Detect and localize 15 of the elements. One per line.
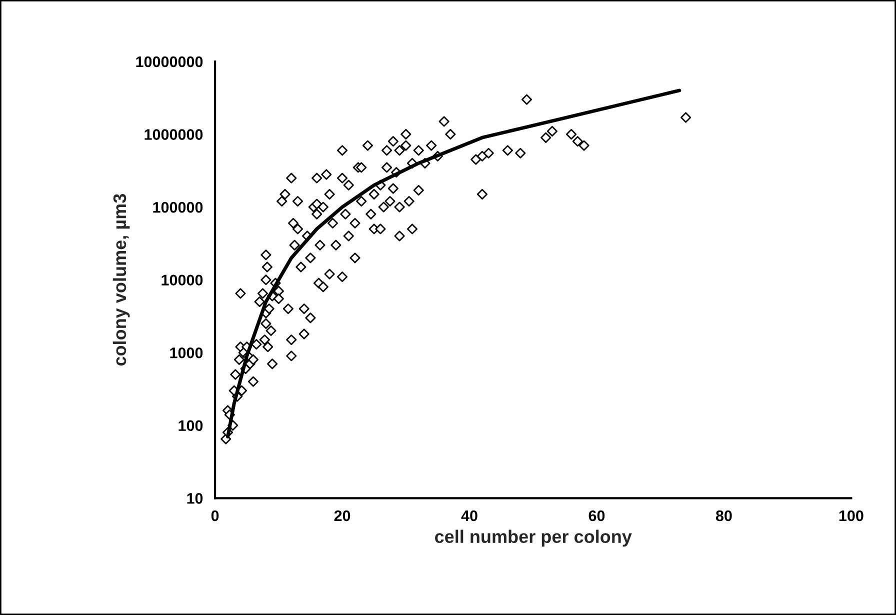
- y-tick-label: 10000: [162, 274, 203, 286]
- y-tick-label: 10000000: [136, 56, 203, 68]
- y-tick-label: 1000000: [144, 129, 203, 140]
- x-tick-label: 60: [588, 510, 605, 522]
- y-tick-label: 1000: [170, 347, 203, 358]
- x-tick-label: 40: [461, 510, 478, 522]
- x-tick-label: 20: [334, 510, 350, 522]
- x-tick-label: 80: [716, 510, 732, 522]
- y-tick-label: 10: [187, 493, 203, 504]
- y-tick-label: 100000: [153, 202, 203, 213]
- x-tick-label: 0: [211, 510, 219, 522]
- y-axis-title: colony volume, µm3: [112, 194, 130, 366]
- x-tick-label: 100: [839, 510, 864, 522]
- y-tick-label: 100: [178, 420, 203, 432]
- x-axis-title: cell number per colony: [435, 530, 632, 547]
